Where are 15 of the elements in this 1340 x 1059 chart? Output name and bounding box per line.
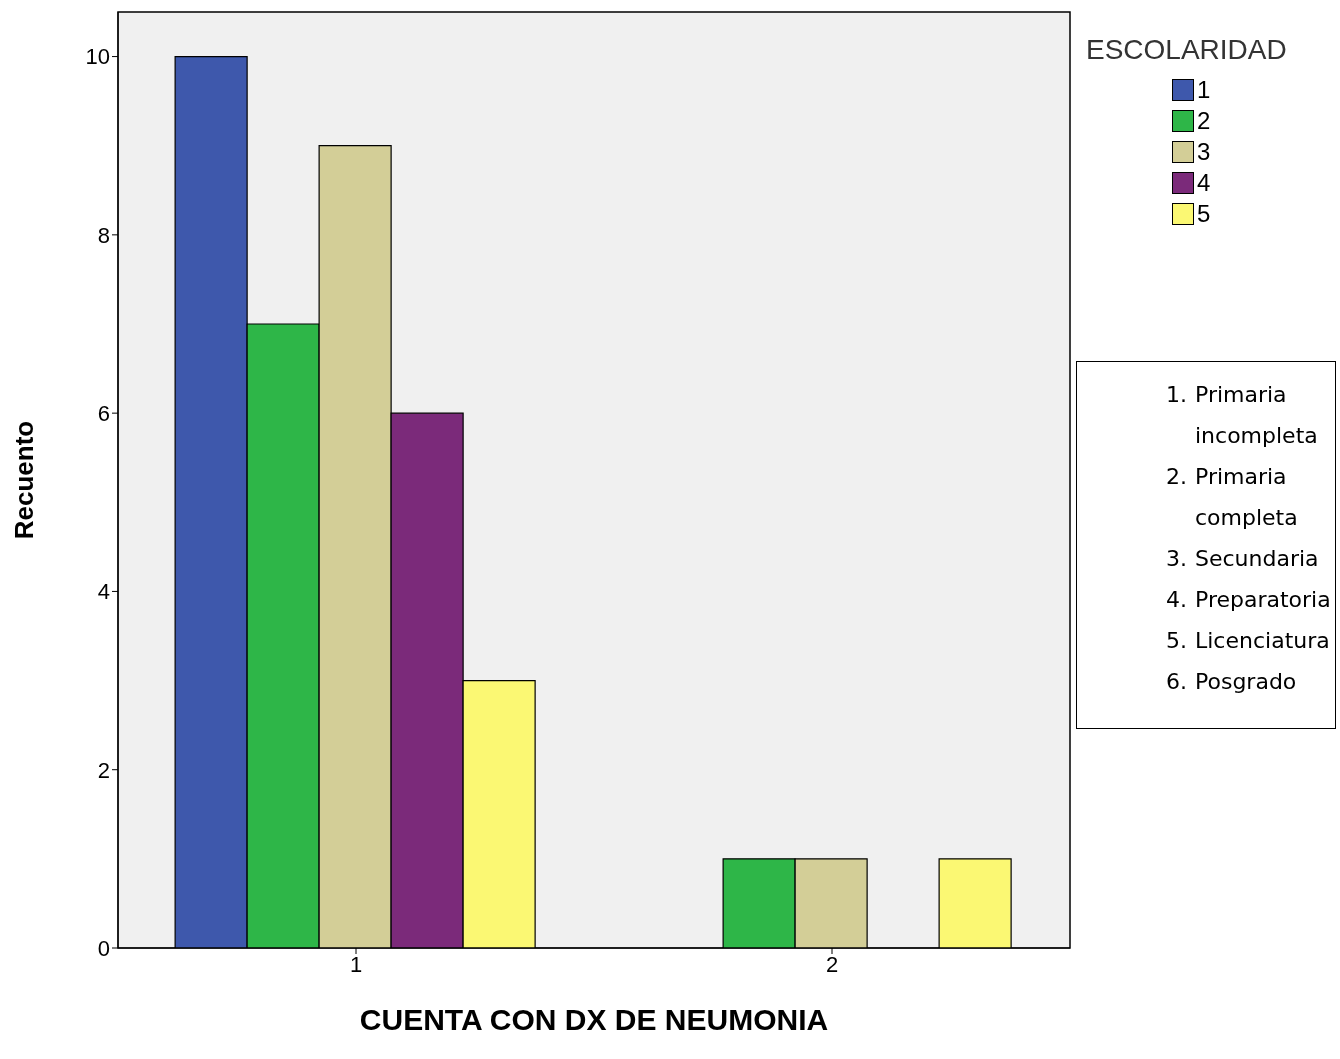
legend-label: 2 [1197, 106, 1211, 135]
y-tick-label: 10 [85, 44, 110, 70]
legend-label: 5 [1197, 199, 1211, 228]
y-tick-label: 6 [97, 400, 110, 426]
legend-label: 1 [1197, 75, 1211, 104]
y-tick-label: 8 [97, 222, 110, 248]
y-tick-label: 4 [97, 579, 110, 605]
note-box: 1. Primaria incompleta 2. Primaria completa 3. Secundaria 4. Preparatoria 5. Licenciatura 6. Posgrado [1076, 361, 1336, 729]
legend-title: ESCOLARIDAD [1086, 34, 1287, 66]
y-tick-label: 0 [97, 935, 110, 961]
x-axis-title: CUENTA CON DX DE NEUMONIA [359, 1003, 829, 1036]
legend-label: 3 [1197, 137, 1211, 166]
y-tick-label: 2 [97, 757, 110, 783]
y-axis-title: Recuento [9, 420, 40, 540]
legend-label: 4 [1197, 168, 1211, 197]
